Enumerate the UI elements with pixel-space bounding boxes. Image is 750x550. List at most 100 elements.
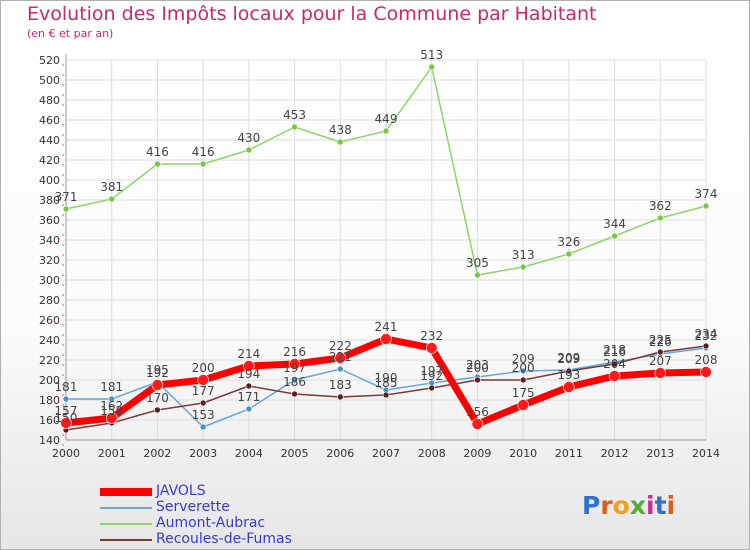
legend-swatch-serverette (100, 507, 152, 509)
legend-item-aumont-aubrac: Aumont-Aubrac (100, 515, 340, 532)
legend-label-aumont-aubrac: Aumont-Aubrac (156, 515, 266, 531)
data-point-javols (471, 418, 484, 430)
axis-dot (62, 324, 64, 326)
data-label-aumont-aubrac: 381 (100, 180, 123, 194)
y-tick-label: 260 (39, 314, 60, 327)
axis-dot (62, 74, 64, 76)
data-point-aumont-aubrac (291, 123, 298, 131)
axis-dot (62, 184, 64, 186)
data-label-aumont-aubrac: 430 (237, 131, 260, 145)
data-label-recoules-de-fumas: 183 (329, 378, 352, 392)
data-point-recoules-de-fumas (565, 367, 573, 375)
chart-title: Evolution des Impôts locaux pour la Comm… (27, 3, 597, 25)
axis-dot (62, 224, 64, 226)
axis-dot (62, 144, 64, 146)
data-label-aumont-aubrac: 371 (55, 190, 78, 204)
legend-item-recoules-de-fumas: Recoules-de-Fumas (100, 531, 340, 548)
data-point-aumont-aubrac (474, 271, 481, 279)
data-label-recoules-de-fumas: 177 (192, 384, 215, 398)
x-tick-label: 2003 (189, 447, 217, 460)
axis-dot (62, 374, 64, 376)
axis-dot (62, 164, 64, 166)
x-tick-label: 2000 (52, 447, 80, 460)
data-label-aumont-aubrac: 305 (466, 256, 489, 270)
axis-dot (62, 394, 64, 396)
data-point-recoules-de-fumas (336, 393, 344, 401)
axis-dot (62, 204, 64, 206)
y-tick-label: 460 (39, 114, 60, 127)
data-label-recoules-de-fumas: 216 (603, 345, 626, 359)
data-label-aumont-aubrac: 326 (557, 235, 580, 249)
y-tick-label: 320 (39, 254, 60, 267)
axis-dot (62, 384, 64, 386)
data-point-aumont-aubrac (154, 160, 161, 168)
data-label-serverette: 232 (695, 329, 718, 343)
x-tick-label: 2009 (463, 447, 491, 460)
data-point-recoules-de-fumas (291, 390, 298, 398)
y-tick-label: 500 (39, 74, 60, 87)
data-point-javols (288, 358, 301, 370)
data-point-recoules-de-fumas (474, 376, 481, 384)
data-label-recoules-de-fumas: 186 (283, 375, 306, 389)
data-label-javols: 208 (695, 353, 718, 367)
data-label-javols: 175 (512, 386, 535, 400)
data-label-javols: 162 (100, 399, 123, 413)
y-tick-label: 280 (39, 294, 60, 307)
axis-dot (62, 234, 64, 236)
axis-dot (62, 84, 64, 86)
data-label-javols: 157 (55, 404, 78, 418)
legend-item-javols: JAVOLS (100, 483, 340, 500)
data-point-recoules-de-fumas (428, 384, 436, 392)
data-label-javols: 200 (192, 361, 215, 375)
data-label-serverette: 203 (466, 358, 489, 372)
data-point-serverette (108, 395, 116, 403)
axis-dot (62, 194, 64, 196)
y-tick-label: 340 (39, 234, 60, 247)
data-point-javols (105, 412, 118, 424)
legend-swatch-recoules-de-fumas (100, 539, 152, 541)
data-label-serverette: 226 (649, 335, 672, 349)
data-point-recoules-de-fumas (519, 376, 527, 384)
data-label-recoules-de-fumas: 225 (649, 333, 672, 347)
y-tick-label: 240 (39, 334, 60, 347)
data-point-javols (654, 367, 667, 379)
logo-letter: P (582, 491, 601, 520)
x-tick-label: 2004 (235, 447, 263, 460)
axis-dot (62, 134, 64, 136)
data-label-recoules-de-fumas: 234 (695, 327, 718, 341)
chart-subtitle: (en € et par an) (27, 27, 114, 40)
x-tick-label: 2007 (372, 447, 400, 460)
data-label-recoules-de-fumas: 185 (375, 376, 398, 390)
axis-dot (62, 114, 64, 116)
axis-dot (62, 434, 64, 436)
data-label-serverette: 190 (375, 371, 398, 385)
proxiti-logo: Proxiti (582, 491, 675, 520)
data-label-aumont-aubrac: 313 (512, 248, 535, 262)
data-label-serverette: 195 (146, 363, 169, 377)
data-point-javols (197, 374, 209, 386)
logo-letter: o (612, 491, 630, 520)
data-point-aumont-aubrac (199, 160, 207, 168)
y-tick-label: 200 (39, 374, 60, 387)
data-point-serverette (336, 365, 344, 373)
data-label-javols: 192 (146, 366, 169, 380)
data-label-serverette: 197 (420, 364, 443, 378)
axis-dot (62, 154, 64, 156)
data-label-recoules-de-fumas: 209 (557, 352, 580, 366)
data-label-recoules-de-fumas: 200 (512, 361, 535, 375)
data-label-serverette: 221 (329, 350, 352, 364)
axis-dot (62, 214, 64, 216)
y-tick-label: 400 (39, 174, 60, 187)
y-tick-label: 300 (39, 274, 60, 287)
logo-letter: t (654, 491, 667, 520)
data-point-aumont-aubrac (382, 127, 390, 135)
axis-dot (62, 244, 64, 246)
data-label-serverette: 218 (603, 343, 626, 357)
x-tick-label: 2010 (509, 447, 537, 460)
data-point-javols (380, 333, 392, 345)
data-label-recoules-de-fumas: 192 (420, 369, 443, 383)
data-label-javols: 222 (329, 339, 352, 353)
x-tick-label: 2001 (98, 447, 126, 460)
axis-dot (62, 294, 64, 296)
